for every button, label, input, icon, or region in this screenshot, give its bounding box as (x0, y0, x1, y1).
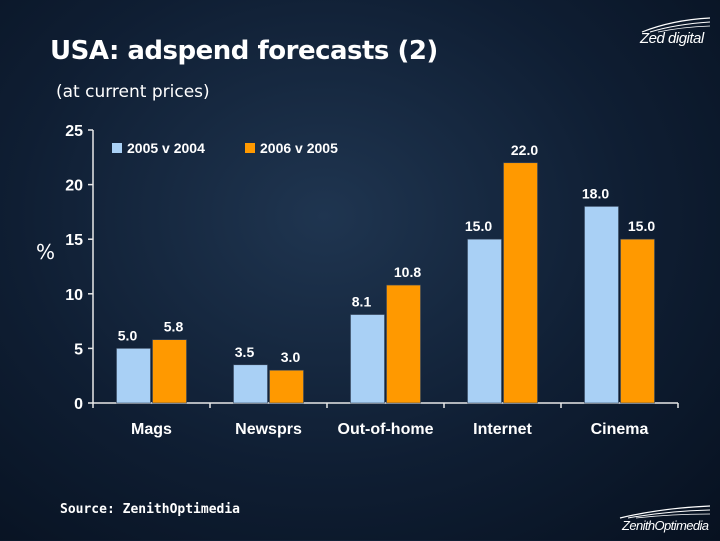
x-category-label: Newsprs (235, 421, 302, 438)
logo-top-text: Zed digital (640, 30, 704, 47)
bar-series2 (269, 369, 304, 404)
bar-series1 (116, 348, 151, 404)
bar-series2 (503, 162, 538, 404)
data-label: 15.0 (628, 218, 655, 234)
bar-series1 (467, 238, 502, 404)
bar-series2 (620, 238, 655, 404)
y-tick-label: 0 (74, 396, 83, 413)
logo-bottom-text: ZenithOptimedia (622, 518, 709, 533)
x-category-label: Internet (473, 421, 532, 438)
y-tick-label: 25 (65, 123, 83, 140)
page-subtitle: (at current prices) (56, 82, 210, 102)
legend-swatch (112, 143, 122, 153)
legend-swatch (245, 143, 255, 153)
bar-series1 (233, 364, 268, 404)
x-category-label: Out-of-home (338, 421, 434, 438)
data-label: 3.5 (235, 344, 255, 360)
legend-label: 2005 v 2004 (127, 140, 205, 156)
x-category-label: Cinema (591, 421, 649, 438)
zenithoptimedia-logo: ZenithOptimedia (612, 504, 712, 536)
data-label: 3.0 (281, 349, 301, 365)
data-label: 10.8 (394, 264, 421, 280)
y-tick-label: 5 (74, 341, 83, 358)
data-label: 15.0 (465, 218, 492, 234)
y-axis-label: % (36, 240, 56, 264)
legend-label: 2006 v 2005 (260, 140, 338, 156)
source-note: Source: ZenithOptimedia (60, 502, 241, 517)
bar-series2 (152, 339, 187, 404)
data-label: 5.0 (118, 327, 138, 343)
bar-series2 (386, 284, 421, 404)
page-title: USA: adspend forecasts (2) (50, 36, 438, 66)
y-tick-label: 10 (65, 287, 83, 304)
x-category-label: Mags (131, 421, 172, 438)
data-label: 22.0 (511, 142, 538, 158)
y-tick-label: 15 (65, 232, 83, 249)
data-label: 8.1 (352, 294, 372, 310)
data-label: 18.0 (582, 185, 609, 201)
bar-series1 (584, 206, 619, 404)
zed-digital-logo: Zed digital (632, 16, 712, 52)
bar-series1 (350, 314, 385, 404)
logo-swoosh-icon (619, 505, 711, 519)
logo-swoosh-icon (641, 17, 711, 33)
data-label: 5.8 (164, 319, 184, 335)
y-tick-label: 20 (65, 178, 83, 195)
